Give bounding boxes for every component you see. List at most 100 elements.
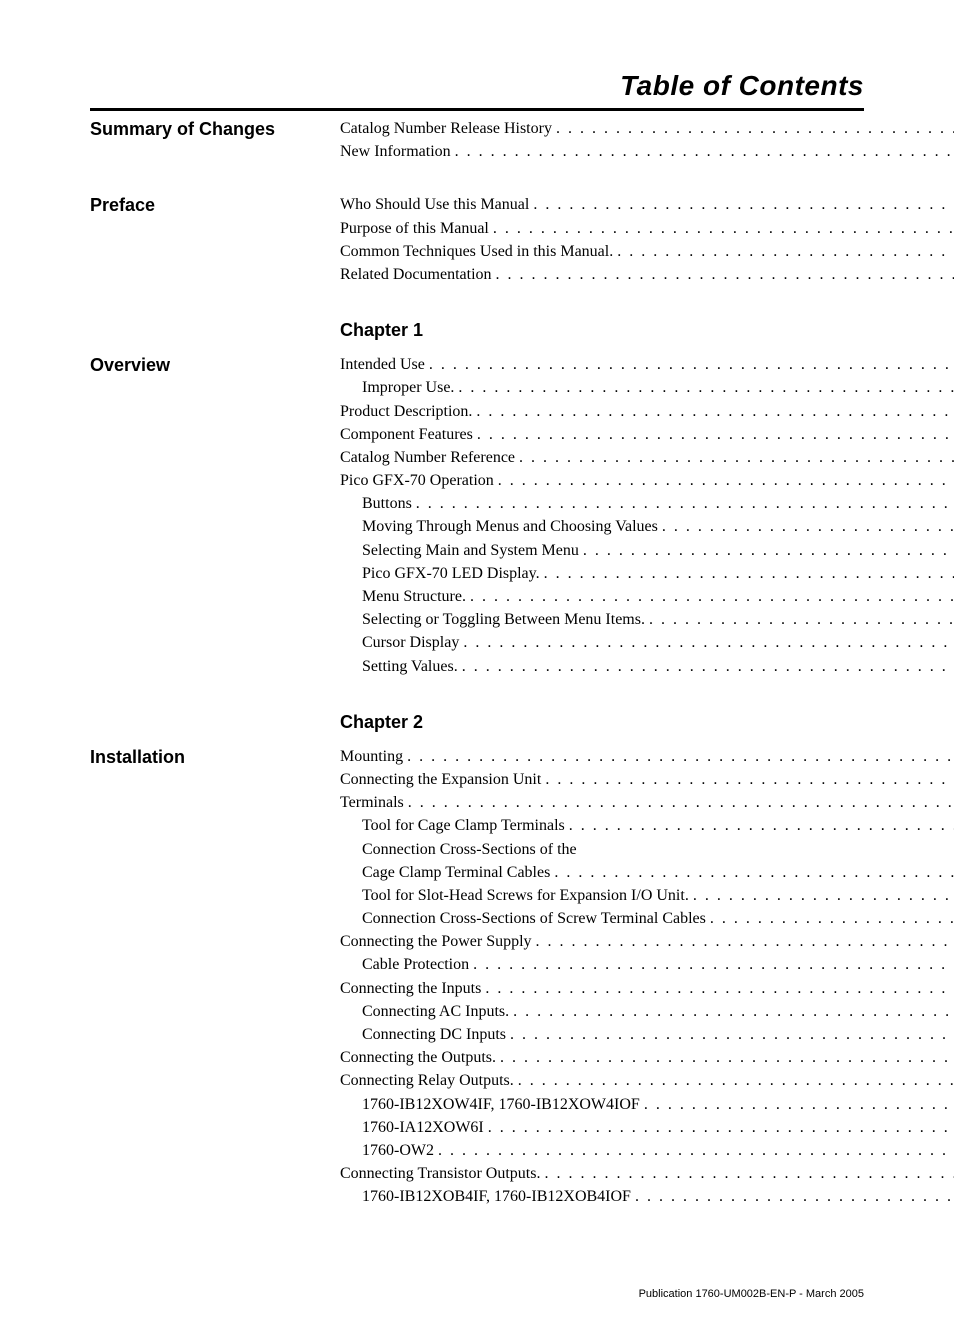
toc-entry-label: 1760-IB12XOB4IF, 1760-IB12XOB4IOF xyxy=(340,1185,633,1208)
toc-dot-leaders: . . . . . . . . . . . . . . . . . . . . … xyxy=(486,1116,954,1139)
toc-dot-leaders: . . . . . . . . . . . . . . . . . . . . … xyxy=(468,585,954,608)
toc-entry[interactable]: Common Techniques Used in this Manual. .… xyxy=(340,240,954,263)
toc-dot-leaders: . . . . . . . . . . . . . . . . . . . . … xyxy=(471,953,954,976)
toc-entry-label: Setting Values. xyxy=(340,655,460,678)
toc-entry-label: Moving Through Menus and Choosing Values xyxy=(340,515,660,538)
toc-entry-label: Menu Structure. xyxy=(340,585,468,608)
toc-entry[interactable]: New Information . . . . . . . . . . . . … xyxy=(340,140,954,163)
toc-entry[interactable]: Selecting Main and System Menu . . . . .… xyxy=(340,539,954,562)
chapter-label: Chapter 2 xyxy=(340,712,864,733)
toc-entry[interactable]: Connecting Relay Outputs. . . . . . . . … xyxy=(340,1069,954,1092)
toc-dot-leaders: . . . . . . . . . . . . . . . . . . . . … xyxy=(642,1093,954,1116)
toc-dot-leaders: . . . . . . . . . . . . . . . . . . . . … xyxy=(542,1162,954,1185)
toc-entry-label: Connecting DC Inputs xyxy=(340,1023,508,1046)
toc-section: InstallationMounting . . . . . . . . . .… xyxy=(90,739,864,1233)
page-title: Table of Contents xyxy=(90,70,864,102)
toc-entry[interactable]: Setting Values. . . . . . . . . . . . . … xyxy=(340,655,954,678)
toc-entry[interactable]: Pico GFX-70 LED Display. . . . . . . . .… xyxy=(340,562,954,585)
toc-entry-label: Connecting AC Inputs. xyxy=(340,1000,511,1023)
toc-entry[interactable]: Connecting the Inputs . . . . . . . . . … xyxy=(340,977,954,1000)
toc-dot-leaders: . . . . . . . . . . . . . . . . . . . . … xyxy=(534,930,954,953)
toc-entry[interactable]: Selecting or Toggling Between Menu Items… xyxy=(340,608,954,631)
toc-entry-label: Connection Cross-Sections of the xyxy=(340,838,579,861)
toc-dot-leaders: . . . . . . . . . . . . . . . . . . . . … xyxy=(475,423,954,446)
toc-entry[interactable]: Cable Protection . . . . . . . . . . . .… xyxy=(340,953,954,976)
toc-sections: Summary of ChangesCatalog Number Release… xyxy=(90,111,864,1233)
toc-entry-label: Common Techniques Used in this Manual. xyxy=(340,240,615,263)
toc-entry[interactable]: Tool for Slot-Head Screws for Expansion … xyxy=(340,884,954,907)
toc-entry-label: Who Should Use this Manual xyxy=(340,193,531,216)
toc-entry[interactable]: Catalog Number Release History . . . . .… xyxy=(340,117,954,140)
toc-entry-label: 1760-IB12XOW4IF, 1760-IB12XOW4IOF xyxy=(340,1093,642,1116)
toc-entry-label: Selecting Main and System Menu xyxy=(340,539,581,562)
toc-entry[interactable]: Connecting Transistor Outputs. . . . . .… xyxy=(340,1162,954,1185)
toc-dot-leaders: . . . . . . . . . . . . . . . . . . . . … xyxy=(494,263,954,286)
toc-dot-leaders: . . . . . . . . . . . . . . . . . . . . … xyxy=(543,768,954,791)
toc-entry-label: Catalog Number Release History xyxy=(340,117,554,140)
publication-footer: Publication 1760-UM002B-EN-P - March 200… xyxy=(90,1288,864,1300)
toc-entry[interactable]: Catalog Number Reference . . . . . . . .… xyxy=(340,446,954,469)
toc-entry[interactable]: Connection Cross-Sections of the xyxy=(340,838,954,861)
toc-dot-leaders: . . . . . . . . . . . . . . . . . . . . … xyxy=(498,1046,954,1069)
section-entries: Catalog Number Release History . . . . .… xyxy=(340,117,954,163)
toc-entry[interactable]: Product Description. . . . . . . . . . .… xyxy=(340,400,954,423)
toc-dot-leaders: . . . . . . . . . . . . . . . . . . . . … xyxy=(460,655,954,678)
section-head-spacer xyxy=(90,708,340,710)
toc-entry[interactable]: Purpose of this Manual . . . . . . . . .… xyxy=(340,217,954,240)
toc-entry[interactable]: Buttons . . . . . . . . . . . . . . . . … xyxy=(340,492,954,515)
toc-entry-label: Product Description. xyxy=(340,400,474,423)
toc-entry-label: Improper Use. xyxy=(340,376,456,399)
toc-dot-leaders: . . . . . . . . . . . . . . . . . . . . … xyxy=(456,376,954,399)
toc-entry[interactable]: Component Features . . . . . . . . . . .… xyxy=(340,423,954,446)
toc-entry[interactable]: Connection Cross-Sections of Screw Termi… xyxy=(340,907,954,930)
toc-entry-label: Intended Use xyxy=(340,353,427,376)
toc-dot-leaders: . . . . . . . . . . . . . . . . . . . . … xyxy=(516,1069,954,1092)
toc-entry-label: Pico GFX-70 Operation xyxy=(340,469,496,492)
toc-entry[interactable]: 1760-IA12XOW6I . . . . . . . . . . . . .… xyxy=(340,1116,954,1139)
chapter-label: Chapter 1 xyxy=(340,320,864,341)
toc-entry[interactable]: Cursor Display . . . . . . . . . . . . .… xyxy=(340,631,954,654)
toc-entry-label: Connecting the Power Supply xyxy=(340,930,534,953)
toc-entry-label: Buttons xyxy=(340,492,414,515)
toc-entry[interactable]: Cage Clamp Terminal Cables . . . . . . .… xyxy=(340,861,954,884)
toc-entry-label: Mounting xyxy=(340,745,405,768)
toc-dot-leaders: . . . . . . . . . . . . . . . . . . . . … xyxy=(491,217,954,240)
toc-entry[interactable]: Related Documentation . . . . . . . . . … xyxy=(340,263,954,286)
toc-entry[interactable]: Intended Use . . . . . . . . . . . . . .… xyxy=(340,353,954,376)
toc-entry-label: Terminals xyxy=(340,791,406,814)
toc-entry-label: Cursor Display xyxy=(340,631,461,654)
toc-dot-leaders: . . . . . . . . . . . . . . . . . . . . … xyxy=(552,861,954,884)
toc-entry-label: Related Documentation xyxy=(340,263,494,286)
toc-entry[interactable]: Connecting AC Inputs. . . . . . . . . . … xyxy=(340,1000,954,1023)
toc-entry-label: Purpose of this Manual xyxy=(340,217,491,240)
toc-entry[interactable]: Connecting the Expansion Unit . . . . . … xyxy=(340,768,954,791)
toc-entry[interactable]: Moving Through Menus and Choosing Values… xyxy=(340,515,954,538)
toc-entry-label: Cage Clamp Terminal Cables xyxy=(340,861,552,884)
section-entries: Who Should Use this Manual . . . . . . .… xyxy=(340,193,954,286)
section-entries: Mounting . . . . . . . . . . . . . . . .… xyxy=(340,745,954,1209)
toc-entry[interactable]: 1760-OW2 . . . . . . . . . . . . . . . .… xyxy=(340,1139,954,1162)
toc-entry[interactable]: Improper Use. . . . . . . . . . . . . . … xyxy=(340,376,954,399)
toc-dot-leaders: . . . . . . . . . . . . . . . . . . . . … xyxy=(531,193,954,216)
chapter-label-body: Chapter 1 xyxy=(340,316,864,347)
toc-entry[interactable]: Tool for Cage Clamp Terminals . . . . . … xyxy=(340,814,954,837)
toc-entry[interactable]: Menu Structure. . . . . . . . . . . . . … xyxy=(340,585,954,608)
toc-entry[interactable]: Terminals . . . . . . . . . . . . . . . … xyxy=(340,791,954,814)
toc-entry[interactable]: Connecting the Outputs. . . . . . . . . … xyxy=(340,1046,954,1069)
toc-entry-label: Connecting the Outputs. xyxy=(340,1046,498,1069)
toc-dot-leaders: . . . . . . . . . . . . . . . . . . . . … xyxy=(633,1185,954,1208)
toc-dot-leaders: . . . . . . . . . . . . . . . . . . . . … xyxy=(542,562,954,585)
toc-entry[interactable]: Who Should Use this Manual . . . . . . .… xyxy=(340,193,954,216)
toc-entry[interactable]: 1760-IB12XOB4IF, 1760-IB12XOB4IOF . . . … xyxy=(340,1185,954,1208)
toc-dot-leaders: . . . . . . . . . . . . . . . . . . . . … xyxy=(567,814,954,837)
toc-dot-leaders: . . . . . . . . . . . . . . . . . . . . … xyxy=(427,353,954,376)
toc-chapter-row: Chapter 1 xyxy=(90,310,864,347)
toc-dot-leaders: . . . . . . . . . . . . . . . . . . . . … xyxy=(615,240,954,263)
toc-entry[interactable]: Pico GFX-70 Operation . . . . . . . . . … xyxy=(340,469,954,492)
toc-entry[interactable]: Connecting the Power Supply . . . . . . … xyxy=(340,930,954,953)
toc-entry[interactable]: Mounting . . . . . . . . . . . . . . . .… xyxy=(340,745,954,768)
toc-entry[interactable]: 1760-IB12XOW4IF, 1760-IB12XOW4IOF . . . … xyxy=(340,1093,954,1116)
toc-chapter-row: Chapter 2 xyxy=(90,702,864,739)
toc-entry[interactable]: Connecting DC Inputs . . . . . . . . . .… xyxy=(340,1023,954,1046)
toc-dot-leaders: . . . . . . . . . . . . . . . . . . . . … xyxy=(436,1139,954,1162)
